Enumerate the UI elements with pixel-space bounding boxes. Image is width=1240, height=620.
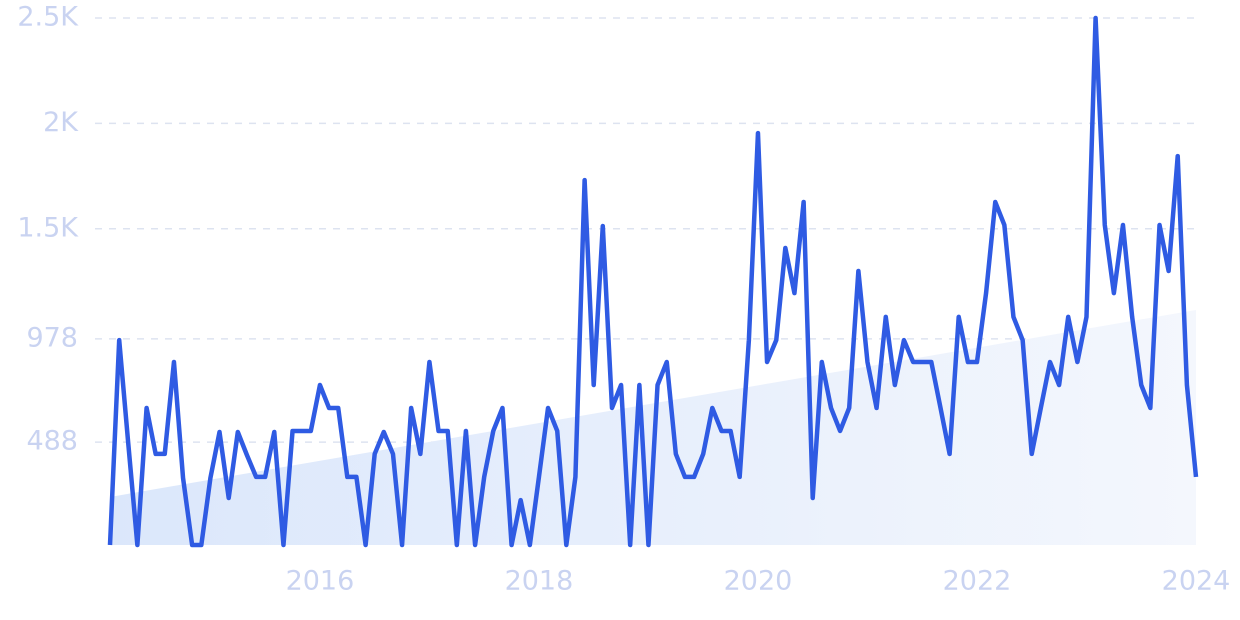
x-tick-label: 2022 bbox=[943, 566, 1012, 597]
y-tick-label: 978 bbox=[26, 322, 78, 353]
y-tick-label: 488 bbox=[26, 426, 78, 457]
y-tick-label: 2K bbox=[43, 107, 79, 138]
x-tick-label: 2016 bbox=[286, 566, 355, 597]
x-tick-label: 2024 bbox=[1162, 566, 1231, 597]
x-tick-label: 2018 bbox=[505, 566, 574, 597]
x-tick-label: 2020 bbox=[724, 566, 793, 597]
y-tick-label: 2.5K bbox=[17, 2, 79, 33]
y-tick-label: 1.5K bbox=[17, 212, 79, 243]
trend-line bbox=[107, 15, 1199, 548]
